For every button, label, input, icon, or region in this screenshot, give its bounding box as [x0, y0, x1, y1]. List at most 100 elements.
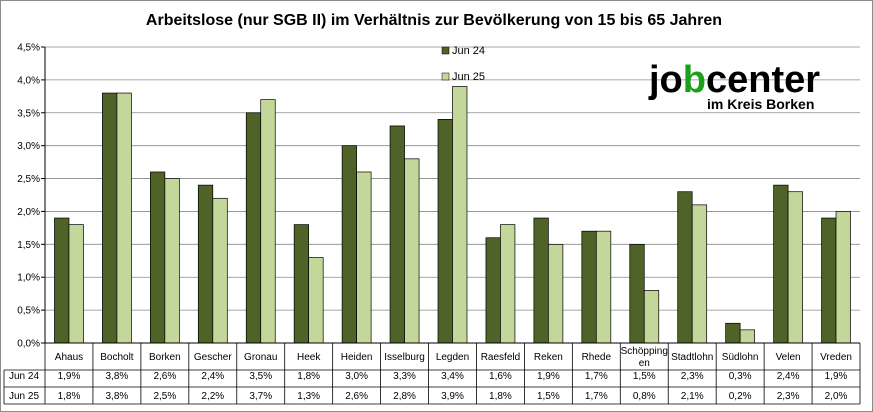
table-cell: 2,4%	[201, 371, 224, 382]
x-tick-label: Borken	[149, 352, 181, 363]
bar-jun-24	[821, 217, 837, 344]
table-cell: 3,3%	[393, 371, 416, 382]
logo-subtitle: im Kreis Borken	[707, 96, 814, 112]
table-cell: 1,9%	[537, 371, 560, 382]
table-cell: 1,3%	[297, 391, 320, 402]
bar-jun-24	[150, 171, 166, 344]
table-cell: 1,9%	[825, 371, 848, 382]
table-cell: 3,0%	[345, 371, 368, 382]
bar-jun-24	[629, 243, 645, 344]
bar-jun-25	[548, 243, 564, 344]
y-tick-label: 1,0%	[17, 273, 40, 284]
bar-jun-24	[533, 217, 549, 344]
x-tick-label: Vreden	[820, 352, 852, 363]
y-tick-label: 2,0%	[17, 207, 40, 218]
x-tick-label: Reken	[534, 352, 563, 363]
table-cell: 1,8%	[489, 391, 512, 402]
bar-jun-25	[787, 191, 803, 344]
bar-jun-25	[739, 329, 755, 344]
bar-jun-25	[835, 211, 851, 344]
table-cell: 2,8%	[393, 391, 416, 402]
legend: Jun 24 Jun 25	[441, 45, 485, 83]
x-tick-label: en	[639, 358, 650, 369]
table-cell: 0,2%	[729, 391, 752, 402]
bar-jun-24	[773, 184, 789, 344]
table-cell: 0,3%	[729, 371, 752, 382]
table-cell: 1,5%	[633, 371, 656, 382]
x-tick-label: Bocholt	[100, 352, 134, 363]
x-tick-label: Legden	[436, 352, 469, 363]
logo-part-jo: jo	[648, 59, 683, 101]
y-axis: 0,0% 0,5% 1,0% 1,5% 2,0% 2,5% 3,0% 3,5% 4,0% 4,5%	[17, 43, 46, 350]
x-tick-label: Ahaus	[55, 352, 83, 363]
table-cell: 1,8%	[58, 391, 81, 402]
bar-jun-24	[54, 217, 70, 344]
y-tick-label: 4,5%	[17, 43, 40, 54]
table-series-name: Jun 25	[9, 391, 39, 402]
table-cell: 3,8%	[106, 391, 129, 402]
table-cell: 2,6%	[345, 391, 368, 402]
jobcenter-logo: jobcenter im Kreis Borken	[648, 59, 820, 112]
bar-jun-24	[293, 224, 310, 344]
data-table: Ahaus Bocholt Borken Gescher Gronau Heek Heide…	[3, 342, 861, 405]
x-tick-label: Raesfeld	[481, 352, 520, 363]
x-tick-label: Gronau	[244, 352, 277, 363]
table-cell: 3,7%	[249, 391, 272, 402]
table-cell: 2,0%	[825, 391, 848, 402]
x-tick-label: Heiden	[341, 352, 373, 363]
table-cell: 2,6%	[153, 371, 176, 382]
table-series-name: Jun 24	[9, 371, 39, 382]
table-cell: 3,8%	[106, 371, 129, 382]
x-tick-label: Stadtlohn	[671, 352, 713, 363]
table-cell: 1,8%	[297, 371, 320, 382]
bar-jun-25	[500, 224, 516, 344]
bars	[54, 86, 851, 344]
table-cell: 0,8%	[633, 391, 656, 402]
bar-jun-24	[245, 112, 262, 344]
y-tick-label: 0,5%	[17, 306, 40, 317]
x-tick-label: Rhede	[582, 352, 612, 363]
table-cell: 2,4%	[777, 371, 800, 382]
table-cell: 3,5%	[249, 371, 272, 382]
bar-jun-25	[68, 224, 84, 344]
y-tick-label: 3,0%	[17, 141, 40, 152]
bar-jun-24	[389, 125, 405, 344]
x-tick-label: Gescher	[194, 352, 232, 363]
bar-jun-24	[197, 184, 214, 344]
y-tick-label: 2,5%	[17, 174, 40, 185]
logo-wordmark: jobcenter	[648, 59, 820, 101]
bar-jun-25	[691, 204, 708, 344]
y-tick-label: 1,5%	[17, 240, 40, 251]
table-cell: 1,5%	[537, 391, 560, 402]
legend-swatch	[441, 46, 450, 55]
x-tick-label: Heek	[297, 352, 321, 363]
bar-jun-24	[581, 230, 597, 344]
bar-jun-25	[643, 290, 660, 344]
bar-jun-25	[260, 99, 276, 344]
bar-jun-24	[437, 119, 453, 344]
table-cell: 1,7%	[585, 391, 608, 402]
bar-jun-25	[308, 257, 324, 344]
chart-title: Arbeitslose (nur SGB II) im Verhältnis z…	[146, 12, 722, 29]
table-cell: 2,1%	[681, 391, 704, 402]
table-cell: 1,7%	[585, 371, 608, 382]
y-tick-label: 0,0%	[17, 339, 40, 350]
bar-jun-24	[485, 237, 501, 344]
table-cell: 2,5%	[153, 391, 176, 402]
bar-jun-25	[595, 230, 612, 344]
bar-jun-25	[452, 86, 468, 344]
legend-label: Jun 24	[452, 45, 485, 57]
logo-part-center: center	[706, 59, 820, 101]
table-cell: 2,2%	[201, 391, 224, 402]
bar-jun-24	[102, 92, 118, 344]
bar-jun-25	[212, 197, 228, 344]
logo-part-b: b	[683, 59, 706, 101]
legend-label: Jun 25	[452, 71, 485, 83]
table-cell: 1,6%	[489, 371, 512, 382]
table-cell: 3,4%	[441, 371, 464, 382]
y-tick-label: 3,5%	[17, 108, 40, 119]
bar-jun-24	[677, 191, 693, 344]
table-cell: 3,9%	[441, 391, 464, 402]
x-tick-label: Schöpping	[621, 346, 668, 357]
